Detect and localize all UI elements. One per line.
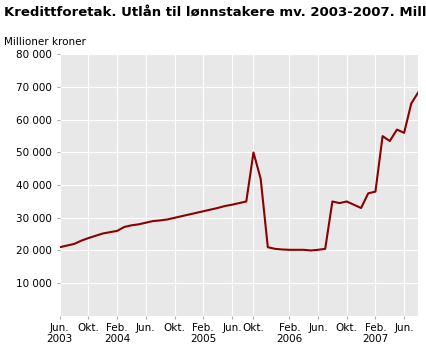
Text: Millioner kroner: Millioner kroner <box>4 37 86 47</box>
Text: Kredittforetak. Utlån til lønnstakere mv. 2003-2007. Millioner kroner: Kredittforetak. Utlån til lønnstakere mv… <box>4 5 426 19</box>
